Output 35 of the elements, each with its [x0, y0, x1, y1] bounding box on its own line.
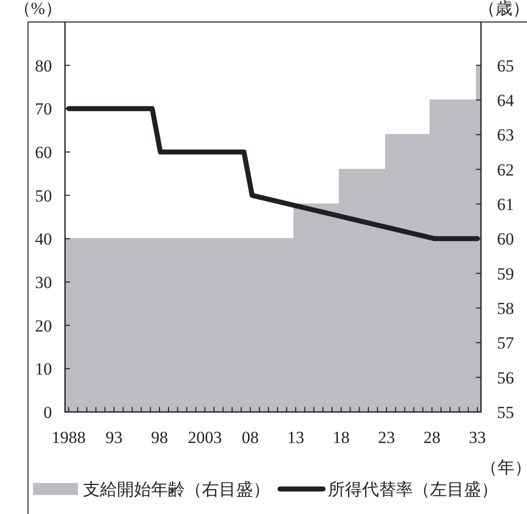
- x-tick-label: 33: [468, 428, 486, 447]
- y2-tick-label: 62: [497, 160, 514, 180]
- y2-axis-title: （歳）: [478, 0, 527, 18]
- y-tick-label: 20: [35, 316, 52, 336]
- y-tick-label: 70: [35, 100, 52, 119]
- x-tick-label: 08: [242, 428, 259, 447]
- x-tick-label: 1988: [52, 428, 86, 447]
- x-tick-label: 13: [287, 428, 304, 447]
- x-tick-label: 2003: [188, 428, 222, 447]
- y2-tick-label: 55: [497, 403, 514, 422]
- y-axis-title: （%）: [14, 0, 62, 18]
- y2-tick-label: 65: [497, 56, 514, 76]
- x-tick-label: 93: [106, 428, 123, 447]
- y-tick-label: 60: [35, 143, 52, 162]
- legend-label: 支給開始年齢（右目盛）: [83, 480, 270, 499]
- legend-label: 所得代替率（左目盛）: [328, 480, 498, 499]
- y-tick-label: 80: [35, 56, 52, 76]
- y2-tick-label: 63: [497, 126, 514, 145]
- x-tick-label: 28: [423, 428, 440, 447]
- y2-tick-label: 58: [497, 299, 514, 318]
- y2-tick-label: 60: [497, 230, 514, 249]
- y-tick-label: 0: [44, 403, 52, 422]
- y2-tick-label: 61: [497, 195, 514, 214]
- y-tick-label: 40: [35, 230, 52, 249]
- y-tick-label: 10: [35, 360, 52, 379]
- x-axis-title: （年）: [480, 458, 527, 477]
- x-tick-label: 18: [332, 428, 350, 447]
- y2-tick-label: 56: [497, 368, 514, 388]
- y2-tick-label: 59: [497, 264, 514, 284]
- x-tick-label: 98: [150, 428, 168, 447]
- y-tick-label: 50: [35, 186, 52, 206]
- y-tick-label: 30: [35, 273, 52, 292]
- x-tick-label: 23: [378, 428, 396, 447]
- y2-tick-label: 64: [497, 91, 514, 110]
- y2-tick-label: 57: [497, 334, 514, 353]
